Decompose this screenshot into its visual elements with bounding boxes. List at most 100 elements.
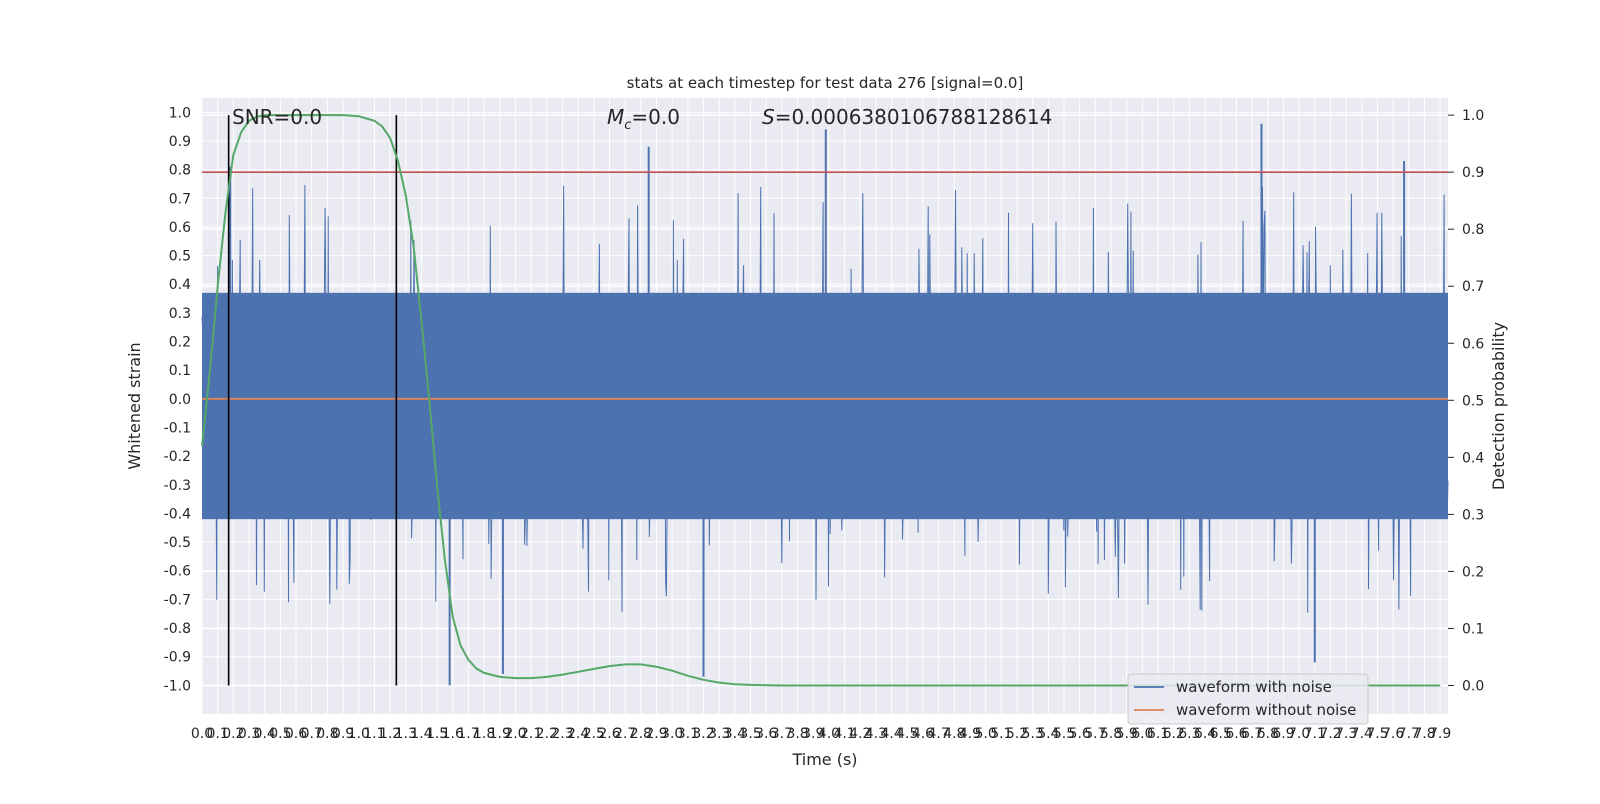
x-tick-label: 0.4 — [254, 726, 276, 742]
y2-tick-label: 0.4 — [1462, 450, 1484, 466]
x-tick-label: 3.9 — [802, 726, 824, 742]
x-tick-label: 4.1 — [833, 726, 855, 742]
chirp-mass-value: =0.0 — [631, 105, 680, 129]
y-tick-label: -0.7 — [164, 592, 191, 608]
x-tick-label: 4.2 — [849, 726, 871, 742]
legend-label-clean: waveform without noise — [1176, 701, 1356, 719]
y2-tick-label: 0.3 — [1462, 507, 1484, 523]
y-tick-label: -0.2 — [164, 449, 191, 465]
x-tick-label: 6.8 — [1257, 726, 1279, 742]
x-tick-label: 1.8 — [473, 726, 495, 742]
x-tick-label: 6.6 — [1225, 726, 1247, 742]
x-tick-label: 7.3 — [1335, 726, 1357, 742]
x-tick-label: 2.8 — [630, 726, 652, 742]
s-symbol: S — [762, 105, 775, 129]
x-tick-label: 1.6 — [442, 726, 464, 742]
x-tick-label: 3.3 — [708, 726, 730, 742]
y-tick-label: 0.6 — [169, 220, 191, 236]
chirp-mass-symbol: M — [607, 105, 624, 129]
x-tick-label: 3.6 — [755, 726, 777, 742]
legend-box — [1127, 673, 1369, 725]
x-tick-label: 0.3 — [238, 726, 260, 742]
x-tick-label: 4.5 — [896, 726, 918, 742]
y-tick-label: -0.1 — [164, 420, 191, 436]
x-tick-label: 3.4 — [724, 726, 746, 742]
x-tick-label: 5.0 — [975, 726, 997, 742]
y-tick-label: 1.0 — [169, 105, 191, 121]
waveform-with-noise-series — [201, 123, 1449, 686]
y-tick-label: -0.8 — [164, 621, 191, 637]
x-tick-label: 0.1 — [207, 726, 229, 742]
snr-annotation: SNR=0.0 — [232, 105, 322, 129]
y2-tick-label: 0.7 — [1462, 279, 1484, 295]
y-tick-label: 0.1 — [169, 363, 191, 379]
x-tick-label: 5.7 — [1084, 726, 1106, 742]
overlay-layer — [201, 114, 1448, 687]
y-tick-label: 0.9 — [169, 134, 191, 150]
legend-label-noise: waveform with noise — [1176, 678, 1332, 696]
y-tick-label: 0.0 — [169, 392, 191, 408]
x-tick-label: 6.2 — [1163, 726, 1185, 742]
x-tick-label: 1.4 — [410, 726, 432, 742]
y-tick-label: -0.3 — [164, 478, 191, 494]
x-tick-label: 0.8 — [316, 726, 338, 742]
x-tick-label: 2.1 — [520, 726, 542, 742]
x-tick-label: 1.3 — [395, 726, 417, 742]
x-tick-label: 2.2 — [536, 726, 558, 742]
x-tick-label: 0.7 — [301, 726, 323, 742]
y-axis-label: Whitened strain — [125, 342, 144, 469]
x-tick-label: 4.6 — [912, 726, 934, 742]
x-tick-label: 2.6 — [598, 726, 620, 742]
y2-tick-label: 0.5 — [1462, 393, 1484, 409]
y-tick-label: 0.4 — [169, 277, 191, 293]
x-tick-label: 4.0 — [818, 726, 840, 742]
x-tick-label: 2.0 — [504, 726, 526, 742]
y-tick-label: -1.0 — [164, 678, 191, 694]
x-tick-label: 1.0 — [348, 726, 370, 742]
x-tick-label: 5.3 — [1022, 726, 1044, 742]
x-tick-label: 7.4 — [1351, 726, 1373, 742]
x-tick-label: 2.9 — [645, 726, 667, 742]
x-tick-label: 1.1 — [363, 726, 385, 742]
y-tick-label: 0.3 — [169, 306, 191, 322]
y-tick-label: 0.2 — [169, 335, 191, 351]
axis-layer: 0.00.10.20.30.40.50.60.70.80.91.01.11.21… — [164, 105, 1485, 742]
x-axis-label: Time (s) — [791, 750, 857, 769]
y-tick-label: 0.8 — [169, 163, 191, 179]
chart-title: stats at each timestep for test data 276… — [627, 74, 1024, 92]
x-tick-label: 5.4 — [1037, 726, 1059, 742]
x-tick-label: 7.0 — [1288, 726, 1310, 742]
x-tick-label: 6.0 — [1131, 726, 1153, 742]
y2-tick-label: 0.9 — [1462, 165, 1484, 181]
y-tick-label: -0.5 — [164, 535, 191, 551]
x-tick-label: 5.8 — [1100, 726, 1122, 742]
x-tick-label: 5.6 — [1069, 726, 1091, 742]
x-tick-label: 0.9 — [332, 726, 354, 742]
x-tick-label: 4.4 — [880, 726, 902, 742]
y-tick-label: 0.7 — [169, 191, 191, 207]
x-tick-label: 3.8 — [786, 726, 808, 742]
x-tick-label: 5.9 — [1116, 726, 1138, 742]
chirp-mass-subscript: c — [624, 118, 631, 133]
x-tick-label: 7.7 — [1398, 726, 1420, 742]
x-tick-label: 7.5 — [1366, 726, 1388, 742]
y2-tick-label: 0.6 — [1462, 336, 1484, 352]
x-tick-label: 0.5 — [269, 726, 291, 742]
x-tick-label: 2.4 — [567, 726, 589, 742]
x-tick-label: 0.2 — [222, 726, 244, 742]
x-tick-label: 3.0 — [661, 726, 683, 742]
x-tick-label: 1.7 — [457, 726, 479, 742]
y2-tick-label: 0.8 — [1462, 222, 1484, 238]
y-tick-label: 0.5 — [169, 249, 191, 265]
x-tick-label: 1.2 — [379, 726, 401, 742]
x-tick-label: 6.3 — [1178, 726, 1200, 742]
x-tick-label: 4.3 — [865, 726, 887, 742]
x-tick-label: 0.6 — [285, 726, 307, 742]
y2-axis-label: Detection probability — [1489, 322, 1508, 490]
x-tick-label: 7.1 — [1304, 726, 1326, 742]
x-tick-label: 4.8 — [943, 726, 965, 742]
x-tick-label: 3.5 — [739, 726, 761, 742]
legend: waveform with noise waveform without noi… — [1127, 673, 1369, 725]
